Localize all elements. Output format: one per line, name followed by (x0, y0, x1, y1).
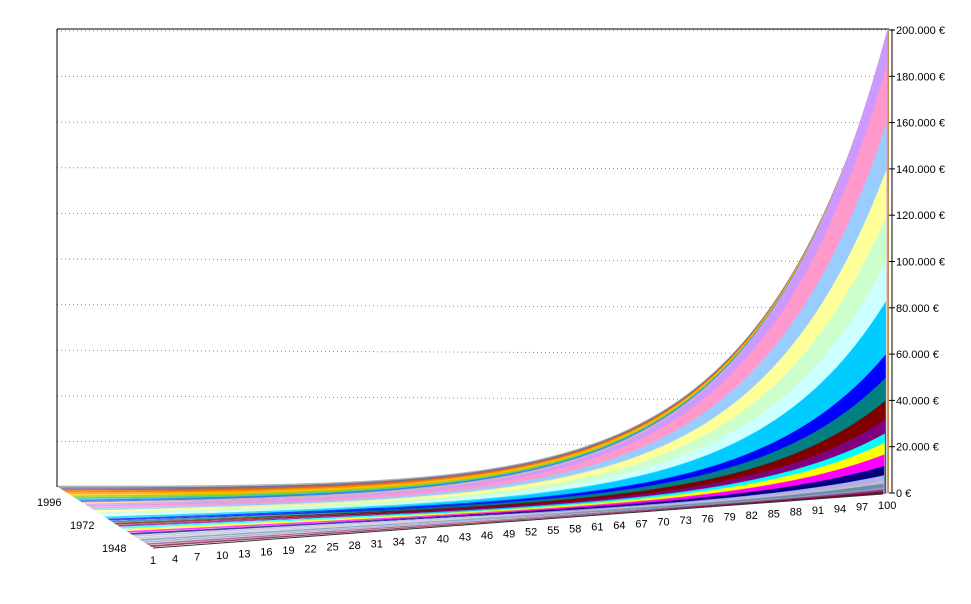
y-tick-label: 100.000 € (896, 257, 945, 269)
y-tick-label: 40.000 € (896, 395, 939, 407)
depth-tick-label: 1948 (102, 543, 126, 555)
x-tick-label: 37 (415, 535, 427, 547)
series-surface (139, 483, 884, 541)
y-tick-label: 80.000 € (896, 303, 939, 315)
x-tick-label: 67 (635, 518, 647, 530)
x-tick-label: 100 (878, 500, 896, 512)
depth-tick-label: 1996 (37, 497, 61, 509)
x-tick-label: 43 (459, 532, 471, 544)
series-ribbon (126, 454, 885, 533)
x-tick-label: 16 (260, 547, 272, 559)
series-ribbon (139, 483, 884, 541)
series-face (106, 301, 886, 519)
x-tick-label: 64 (613, 520, 625, 532)
gridlines (56, 29, 890, 448)
x-tick-label: 94 (834, 503, 846, 515)
series-ribbon (136, 480, 885, 539)
x-tick-label: 91 (812, 505, 824, 517)
x-tick-label: 1 (150, 555, 156, 567)
x-tick-label: 13 (238, 548, 250, 560)
depth-axis-tick-labels: 1948 1972 1996 (37, 497, 126, 555)
depth-tick-label: 1972 (70, 520, 94, 532)
x-tick-label: 46 (481, 530, 493, 542)
x-tick-label: 49 (503, 528, 515, 540)
y-tick-label: 120.000 € (896, 210, 945, 222)
back-wall-fill (57, 29, 889, 493)
gridline (56, 212, 890, 216)
x-tick-label: 58 (569, 523, 581, 535)
gridline (56, 167, 890, 170)
gridline (56, 29, 890, 32)
x-tick-label: 31 (371, 538, 383, 550)
gridline (56, 258, 890, 262)
y-tick-label: 60.000 € (896, 349, 939, 361)
series-ribbon (142, 487, 884, 543)
x-tick-label: 55 (547, 525, 559, 537)
x-tick-label: 28 (349, 540, 361, 552)
x-tick-label: 34 (393, 537, 405, 549)
axes (56, 28, 893, 549)
x-tick-label: 76 (702, 513, 714, 525)
y-tick-label: 160.000 € (896, 118, 945, 130)
series-surface (148, 491, 884, 547)
y-axis-tick-labels: 0 € 20.000 € 40.000 € 60.000 € 80.000 € 100.0… (889, 25, 945, 500)
x-tick-label: 40 (437, 533, 449, 545)
x-tick-label: 73 (679, 515, 691, 527)
series-face (129, 454, 885, 533)
x-tick-label: 97 (856, 502, 868, 514)
x-tick-label: 7 (194, 552, 200, 564)
gridline (56, 395, 890, 401)
x-tick-label: 25 (326, 542, 338, 554)
x-tick-label: 22 (304, 543, 316, 555)
x-axis-tick-labels: 1 4 7 10 13 16 19 22 25 28 31 34 37 40 43 46 49 52 55 58 61 6… (150, 500, 896, 567)
series-surface (145, 489, 884, 545)
y-tick-label: 20.000 € (896, 442, 939, 454)
x-tick-label: 79 (724, 512, 736, 524)
series-surface (100, 261, 887, 517)
series-layer (56, 29, 890, 547)
x-tick-label: 70 (657, 517, 669, 529)
y-tick-label: 140.000 € (896, 164, 945, 176)
series-surface (142, 487, 884, 543)
series-ribbon (104, 301, 887, 519)
y-tick-label: 180.000 € (896, 71, 945, 83)
x-tick-label: 82 (746, 510, 758, 522)
series-ribbon (145, 489, 884, 545)
gridline (56, 440, 890, 448)
x-tick-label: 10 (216, 550, 228, 562)
x-tick-label: 88 (790, 507, 802, 519)
x-tick-label: 61 (591, 522, 603, 534)
x-tick-label: 19 (282, 545, 294, 557)
gridline (56, 304, 890, 309)
y-tick-label: 200.000 € (896, 25, 945, 37)
x-tick-label: 4 (172, 553, 178, 565)
y-tick-label: 0 € (896, 488, 911, 500)
series-ribbon (148, 491, 884, 547)
x-tick-label: 52 (525, 527, 537, 539)
series-surface (136, 480, 885, 539)
category-axis-line (152, 493, 884, 549)
gridline (56, 349, 890, 355)
x-tick-label: 85 (768, 508, 780, 520)
back-wall (57, 29, 889, 493)
